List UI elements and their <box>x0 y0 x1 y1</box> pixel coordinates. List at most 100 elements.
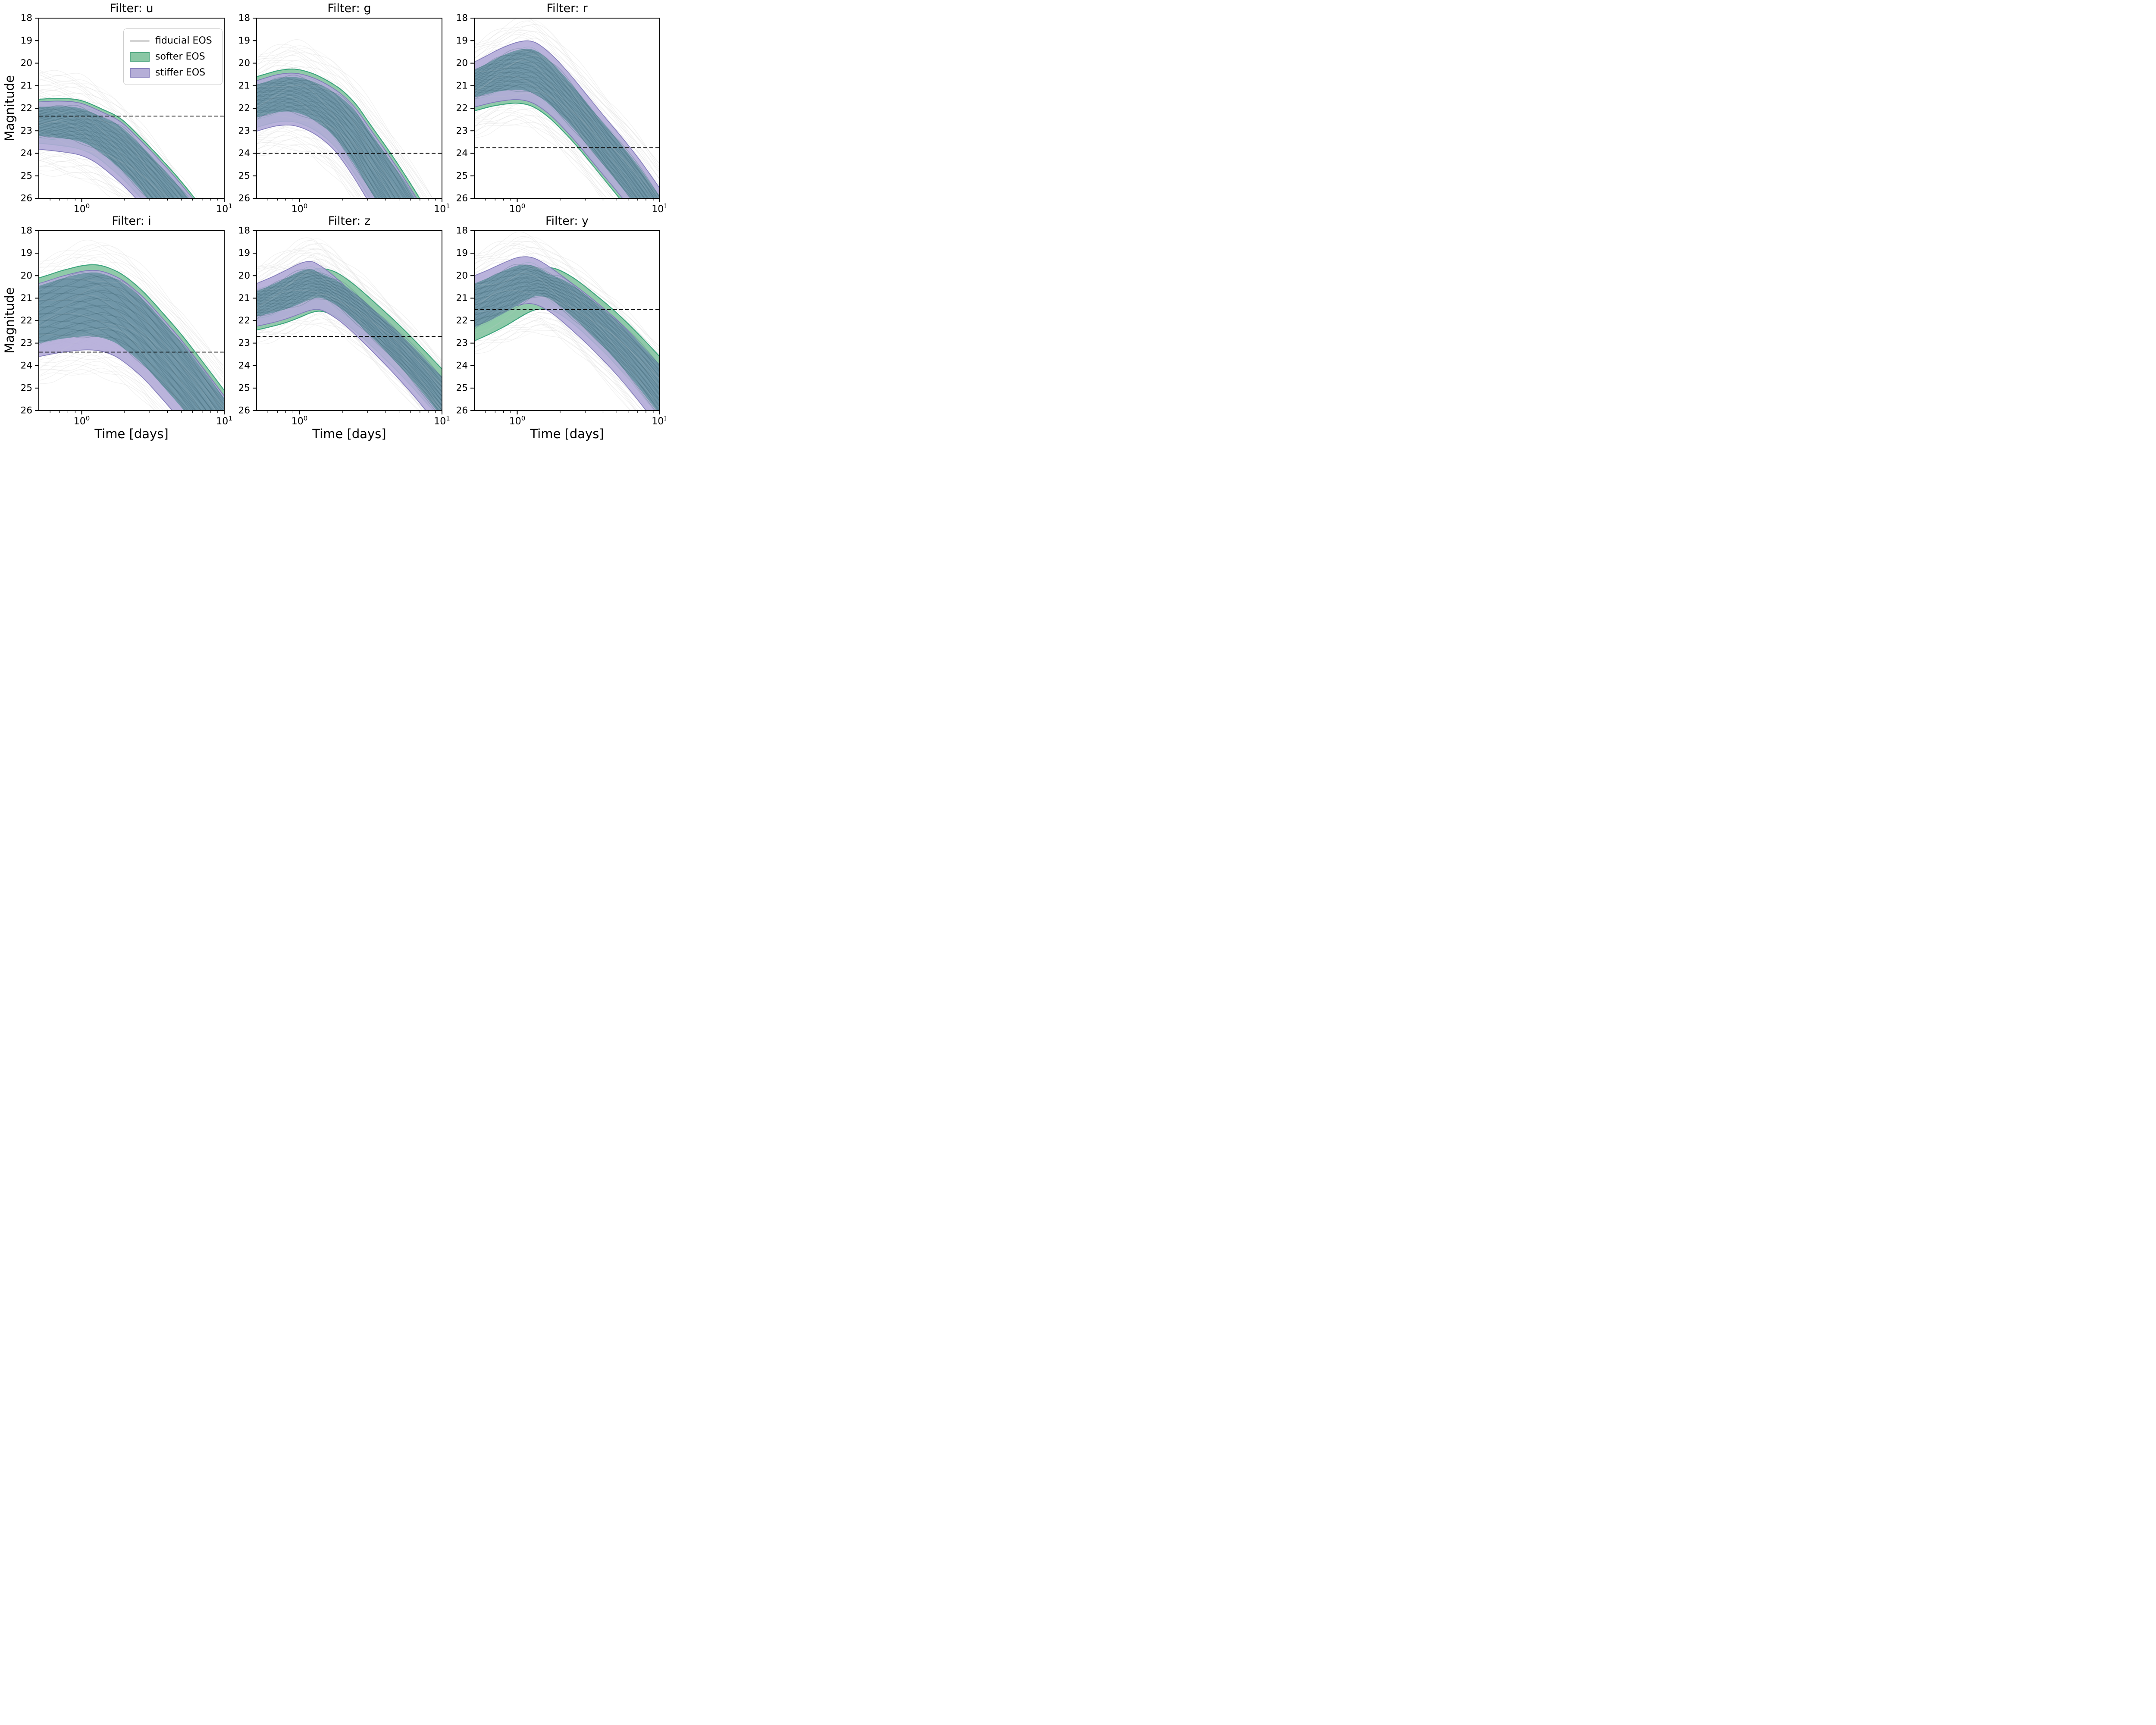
x-tick-label: 101 <box>434 202 450 215</box>
y-tick-label: 25 <box>238 383 250 393</box>
axes-z: 18 19 20 21 22 23 24 25 26 100 101 <box>238 226 450 427</box>
x-tick-label: 101 <box>652 202 666 215</box>
x-tick-label: 100 <box>74 414 90 427</box>
axes-u: 18 19 20 21 22 23 24 25 26 100 101 <box>21 13 232 215</box>
x-tick-label: 100 <box>74 202 90 215</box>
y-tick-label: 25 <box>21 383 32 393</box>
y-tick-label: 20 <box>21 58 32 69</box>
y-tick-label: 25 <box>238 170 250 181</box>
panel-y-curves <box>474 231 660 411</box>
y-tick-label: 19 <box>238 248 250 259</box>
y-tick-label: 22 <box>238 103 250 114</box>
y-tick-label: 19 <box>21 248 32 259</box>
y-tick-label: 26 <box>21 405 32 416</box>
x-tick-label: 100 <box>291 414 308 427</box>
light-curve-panels-canvas: 18 19 20 21 22 23 24 25 26 100 101 18 19 20 21 22 23 24 25… <box>21 13 666 427</box>
x-tick-label: 100 <box>509 202 526 215</box>
y-tick-label: 24 <box>238 360 250 371</box>
panel-i-curves <box>39 239 224 411</box>
y-tick-label: 20 <box>238 270 250 281</box>
legend: fiducial EOS softer EOS stiffer EOS <box>123 28 222 85</box>
y-tick-label: 26 <box>238 405 250 416</box>
y-tick-label: 18 <box>456 13 468 24</box>
y-axis-label-top-row: Magnitude <box>2 75 17 141</box>
panel-title-i: Filter: i <box>112 214 151 228</box>
panel-title-u: Filter: u <box>110 2 154 15</box>
y-tick-label: 23 <box>238 338 250 348</box>
y-tick-label: 24 <box>21 148 32 159</box>
y-tick-label: 24 <box>456 360 468 371</box>
x-axis-label-y: Time [days] <box>530 427 604 441</box>
axes-i: 18 19 20 21 22 23 24 25 26 100 101 <box>21 226 232 427</box>
y-tick-label: 21 <box>456 80 468 91</box>
legend-item-softer: softer EOS <box>124 49 222 65</box>
y-tick-label: 25 <box>21 170 32 181</box>
axes-r: 18 19 20 21 22 23 24 25 26 100 101 <box>456 13 666 215</box>
x-axis-label-z: Time [days] <box>312 427 386 441</box>
legend-item-stiffer: stiffer EOS <box>124 65 222 81</box>
y-tick-label: 26 <box>21 193 32 204</box>
y-tick-label: 22 <box>238 315 250 326</box>
y-tick-label: 26 <box>238 193 250 204</box>
panel-title-z: Filter: z <box>328 214 371 228</box>
x-axis-label-i: Time [days] <box>94 427 169 441</box>
x-tick-label: 100 <box>509 414 526 427</box>
stiffer-eos-swatch <box>130 68 150 78</box>
panel-u-curves <box>39 69 198 198</box>
y-tick-label: 22 <box>21 315 32 326</box>
panel-r-curves <box>474 18 660 198</box>
y-tick-label: 18 <box>238 226 250 236</box>
y-tick-label: 21 <box>238 80 250 91</box>
x-tick-label: 101 <box>216 414 232 427</box>
x-tick-label: 100 <box>291 202 308 215</box>
panel-title-g: Filter: g <box>327 2 371 15</box>
panel-title-r: Filter: r <box>546 2 588 15</box>
y-tick-label: 20 <box>456 270 468 281</box>
y-tick-label: 23 <box>21 338 32 348</box>
y-tick-label: 18 <box>21 13 32 24</box>
y-tick-label: 23 <box>456 338 468 348</box>
y-tick-label: 18 <box>238 13 250 24</box>
y-tick-label: 22 <box>456 103 468 114</box>
y-tick-label: 20 <box>456 58 468 69</box>
y-tick-label: 20 <box>238 58 250 69</box>
figure: 18 19 20 21 22 23 24 25 26 100 101 18 19 20 21 22 23 24 25… <box>0 0 666 444</box>
y-tick-label: 20 <box>21 270 32 281</box>
y-tick-label: 19 <box>238 35 250 46</box>
y-tick-label: 19 <box>21 35 32 46</box>
y-tick-label: 25 <box>456 170 468 181</box>
y-tick-label: 19 <box>456 248 468 259</box>
axes-y: 18 19 20 21 22 23 24 25 26 100 101 <box>456 226 666 427</box>
y-tick-label: 22 <box>21 103 32 114</box>
y-tick-label: 26 <box>456 193 468 204</box>
y-tick-label: 19 <box>456 35 468 46</box>
x-tick-label: 101 <box>652 414 666 427</box>
y-tick-label: 26 <box>456 405 468 416</box>
y-tick-label: 25 <box>456 383 468 393</box>
softer-eos-swatch <box>130 52 150 62</box>
y-tick-label: 24 <box>21 360 32 371</box>
legend-label: softer EOS <box>155 51 205 62</box>
x-tick-label: 101 <box>216 202 232 215</box>
y-tick-label: 21 <box>21 293 32 304</box>
axes-g: 18 19 20 21 22 23 24 25 26 100 101 <box>238 13 450 215</box>
y-tick-label: 21 <box>456 293 468 304</box>
y-tick-label: 23 <box>21 125 32 136</box>
y-tick-label: 21 <box>238 293 250 304</box>
panel-z-curves <box>257 237 442 411</box>
y-tick-label: 18 <box>456 226 468 236</box>
panel-g-curves <box>257 39 433 198</box>
y-tick-label: 23 <box>456 125 468 136</box>
x-tick-label: 101 <box>434 414 450 427</box>
y-tick-label: 22 <box>456 315 468 326</box>
legend-label: fiducial EOS <box>155 35 212 46</box>
y-tick-label: 23 <box>238 125 250 136</box>
y-axis-label-bottom-row: Magnitude <box>2 287 17 354</box>
y-tick-label: 18 <box>21 226 32 236</box>
y-tick-label: 24 <box>456 148 468 159</box>
legend-item-fiducial: fiducial EOS <box>124 33 222 49</box>
panel-title-y: Filter: y <box>545 214 589 228</box>
y-tick-label: 24 <box>238 148 250 159</box>
legend-label: stiffer EOS <box>155 67 206 78</box>
y-tick-label: 21 <box>21 80 32 91</box>
